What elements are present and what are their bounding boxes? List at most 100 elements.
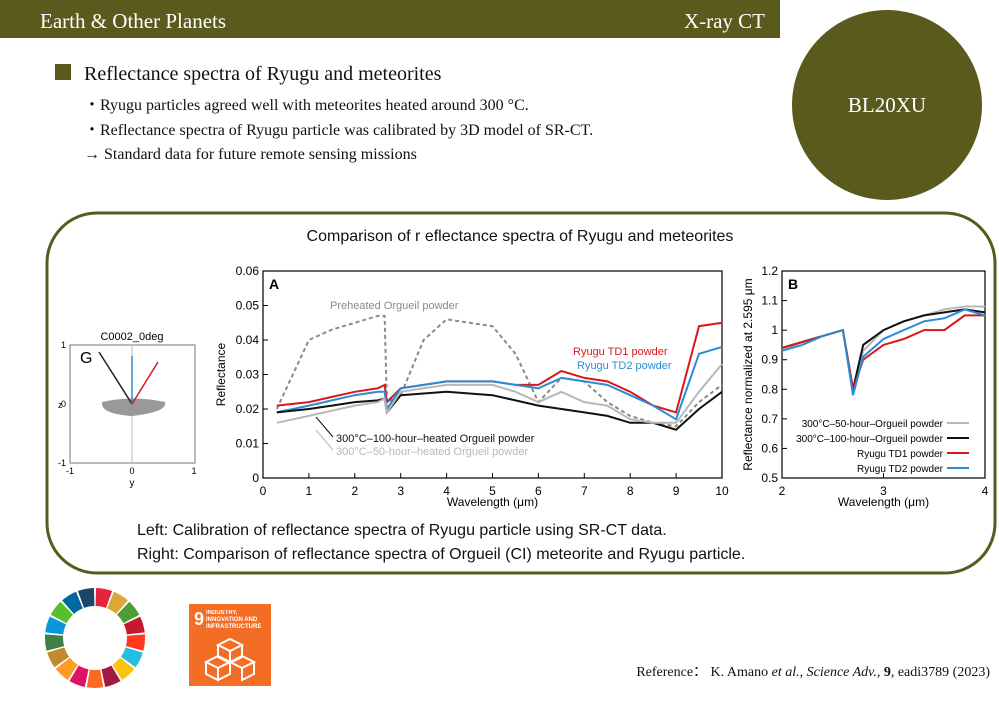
figure-title: Comparison of r eflectance spectra of Ry… (307, 228, 734, 245)
y-tick-label: -1 (58, 458, 66, 468)
y-tick-label: 0.5 (761, 471, 778, 485)
y-tick-label: 0.01 (236, 437, 260, 451)
panel-g-title: C0002_0deg (100, 331, 163, 343)
y-tick-label: 0.9 (761, 353, 778, 367)
x-tick-label: 7 (581, 484, 588, 498)
panel-label: A (269, 276, 279, 292)
y-tick-label: 0 (252, 471, 259, 485)
y-axis-label: Reflectance (214, 342, 228, 406)
x-axis-label: Wavelength (μm) (447, 495, 538, 509)
legend-label: 300°C–50-hour–Orgueil powder (802, 419, 944, 430)
arrow (98, 351, 133, 405)
series-line (276, 345, 723, 421)
sdg-segment (45, 616, 67, 635)
panel-label: B (788, 276, 798, 292)
sdg-segment (107, 591, 128, 614)
y-tick-label: 1.1 (761, 294, 778, 308)
chart: 2 3 4 0.5 0.6 0.7 0.8 0.9 1 1.1 1.2 Wavelength (μm)… (741, 264, 989, 509)
panel-g: C0002_0deg G z y -1 0 1 1 0 -1 (58, 331, 197, 489)
x-tick-label: 0 (260, 484, 267, 498)
sdg-segment (47, 647, 70, 668)
sdg-segment (50, 601, 73, 624)
series-line (781, 305, 985, 393)
legend-label: Ryugu TD1 powder (857, 449, 944, 460)
x-tick-label: -1 (66, 466, 74, 476)
x-tick-label: 2 (779, 484, 786, 498)
plot-frame (781, 270, 986, 479)
x-tick-label: 3 (880, 484, 887, 498)
y-tick-label: 0.02 (236, 402, 260, 416)
badge-circle (792, 10, 982, 200)
series-line (781, 308, 986, 396)
series-line (781, 308, 986, 390)
sdg-number: 9 (194, 609, 204, 629)
sdg-segment (86, 669, 104, 688)
reference-part: Reference： K. Amano (636, 665, 771, 680)
x-tick-label: 8 (627, 484, 634, 498)
sdg-segment (117, 601, 140, 624)
sdg-wheel (44, 588, 146, 688)
x-tick-label: 2 (351, 484, 358, 498)
sdg-icon (203, 637, 257, 682)
x-tick-label: 9 (673, 484, 680, 498)
sdg-segment (55, 657, 78, 680)
label-arrow (315, 416, 334, 438)
y-tick-label: 0.06 (236, 264, 260, 278)
label-arrow (315, 429, 334, 451)
sdg-segment (120, 647, 143, 668)
header-bar (0, 0, 780, 38)
sdg-segment (123, 616, 145, 635)
caption: Left: Calibration of reflectance spectra… (137, 522, 667, 539)
y-tick-label: 0.04 (236, 333, 260, 347)
arrow (131, 361, 159, 405)
series-line (276, 390, 723, 431)
sdg-segment (95, 588, 113, 608)
y-axis-label: Reflectance normalized at 2.595 μm (741, 278, 755, 470)
y-tick-label: 0.8 (761, 382, 778, 396)
y-tick-label: 0.6 (761, 441, 778, 455)
legend-label: Ryugu TD2 powder (857, 464, 944, 475)
y-tick-label: 1 (61, 340, 66, 350)
particle (101, 398, 166, 416)
reference-part: 9 (884, 665, 891, 680)
reference-part: , (877, 665, 884, 680)
series-line (276, 363, 723, 424)
y-tick-label: 1 (771, 323, 778, 337)
series-line (781, 314, 985, 390)
sdg-segment (125, 634, 146, 651)
header-title: Earth & Other Planets (40, 9, 226, 33)
reference-part: Science Adv. (807, 665, 877, 680)
sdg-segment (77, 588, 95, 608)
sdg-segment (44, 634, 65, 651)
reference: Reference： K. Amano et al., Science Adv.… (636, 665, 990, 680)
bullet: ・Ryugu particles agreed well with meteor… (84, 97, 529, 114)
chart: 0 1 2 3 4 5 6 7 8 9 10 0 0.01 0.02 0.03 0.04 0.05 0.06 Wav… (214, 264, 729, 509)
x-axis-label: Wavelength (μm) (838, 495, 929, 509)
axis-label: z (58, 400, 63, 410)
x-tick-label: 3 (397, 484, 404, 498)
x-tick-label: 0 (129, 466, 134, 476)
bullet: → Standard data for future remote sensin… (84, 146, 417, 163)
badge-text: BL20XU (848, 93, 926, 117)
y-tick-label: 0 (61, 399, 66, 409)
sdg-segment (112, 657, 135, 680)
x-tick-label: 1 (191, 466, 196, 476)
sdg-segment (62, 591, 83, 614)
y-tick-label: 0.03 (236, 368, 260, 382)
x-tick-label: 1 (306, 484, 313, 498)
series-label: Ryugu TD1 powder (573, 346, 668, 358)
axis-label: y (130, 478, 135, 489)
caption: Right: Comparison of reflectance spectra… (137, 546, 745, 563)
series-label: Preheated Orgueil powder (330, 300, 459, 312)
series-line (275, 314, 723, 428)
x-tick-label: 5 (489, 484, 496, 498)
reference-part: , (800, 665, 807, 680)
header-category: X-ray CT (684, 9, 765, 33)
section-title: Reflectance spectra of Ryugu and meteori… (84, 63, 442, 85)
panel-label: G (80, 350, 92, 367)
series-label: 300°C–100-hour–heated Orgueil powder (336, 433, 535, 445)
x-tick-label: 4 (443, 484, 450, 498)
x-tick-label: 4 (982, 484, 989, 498)
